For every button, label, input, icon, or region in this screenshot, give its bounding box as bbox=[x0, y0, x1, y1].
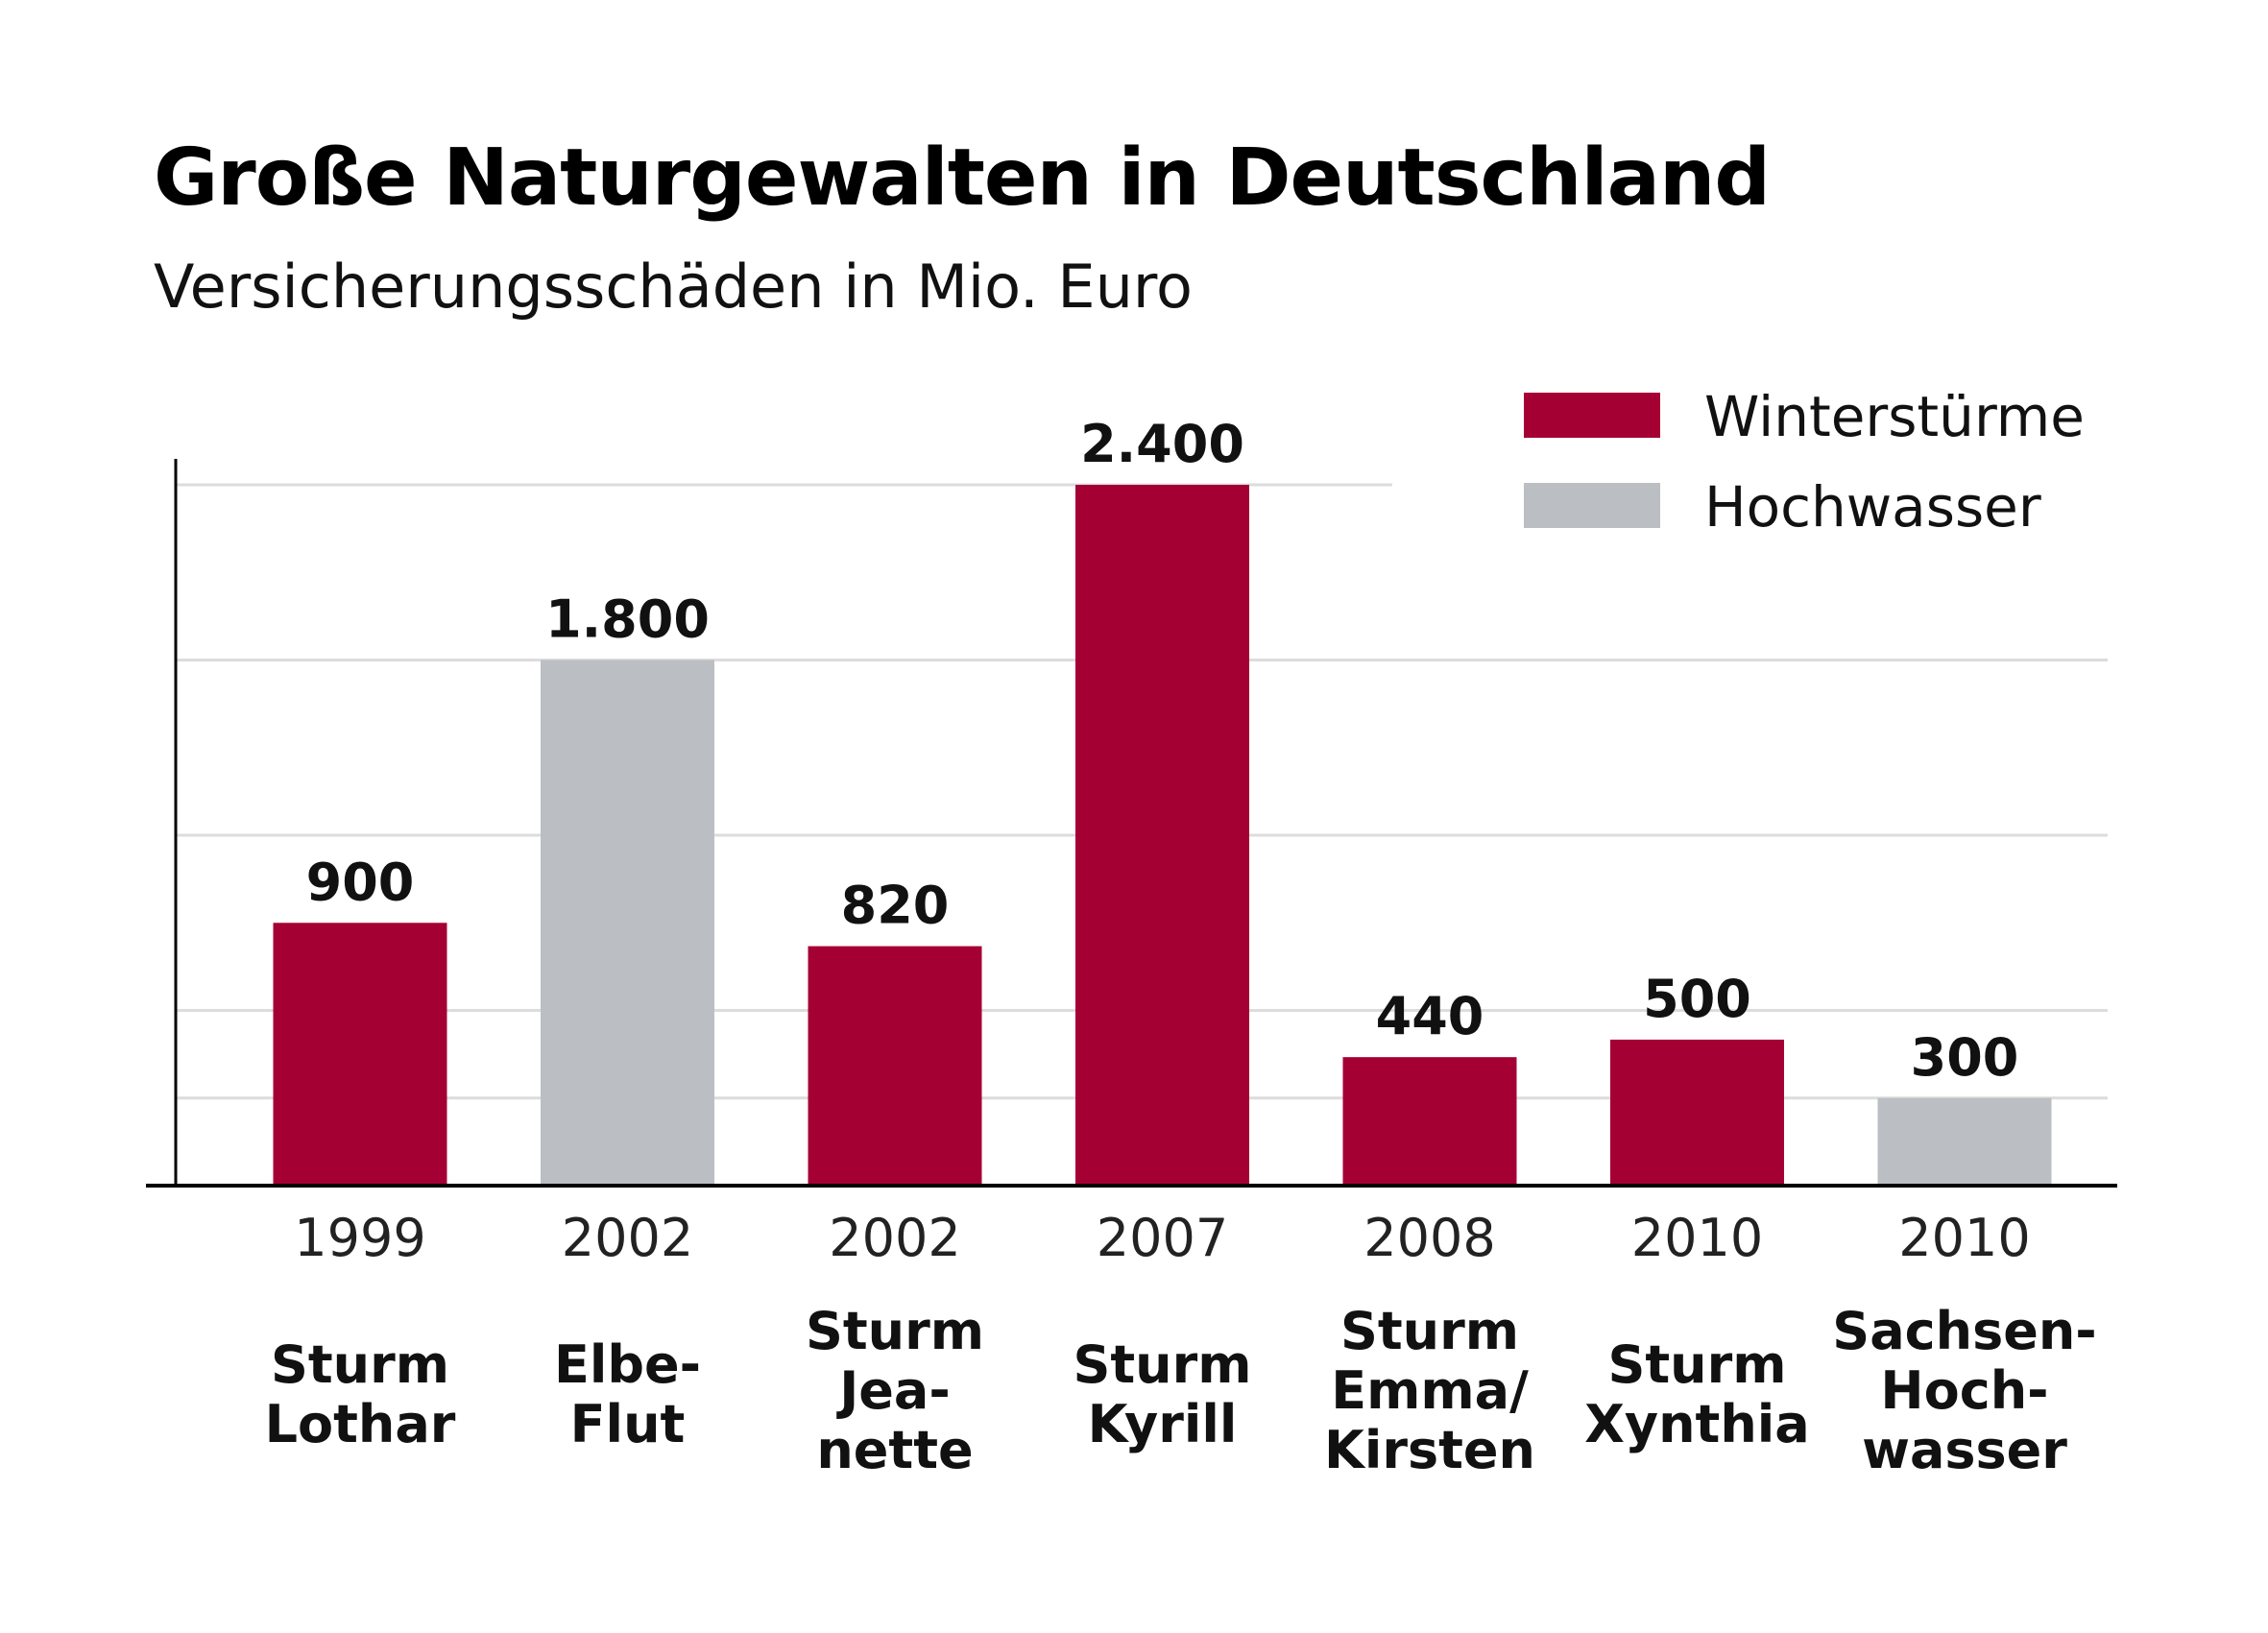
value-label: 2.400 bbox=[1080, 414, 1244, 474]
axes bbox=[146, 459, 2117, 1188]
year-label: 2007 bbox=[1097, 1208, 1228, 1268]
bar bbox=[808, 946, 982, 1186]
chart-subtitle: Versicherungsschäden in Mio. Euro bbox=[154, 252, 1193, 322]
bar bbox=[1877, 1097, 2052, 1186]
event-name-label: nette bbox=[816, 1420, 973, 1480]
year-label: 2010 bbox=[1898, 1208, 2030, 1268]
event-name-label: Sturm bbox=[1607, 1334, 1786, 1395]
year-label: 2002 bbox=[829, 1208, 960, 1268]
bars bbox=[273, 485, 2052, 1186]
value-label: 900 bbox=[306, 852, 415, 912]
value-label: 1.800 bbox=[545, 589, 710, 650]
event-name-label: Kirsten bbox=[1324, 1420, 1535, 1480]
event-name-label: Sturm bbox=[1340, 1301, 1519, 1361]
value-label: 500 bbox=[1643, 969, 1751, 1029]
legend: Winterstürme Hochwasser bbox=[1524, 384, 2085, 540]
bar bbox=[1610, 1039, 1784, 1186]
event-name-label: Sturm bbox=[806, 1301, 984, 1361]
event-name-label: wasser bbox=[1862, 1420, 2067, 1480]
event-name-label: Emma/ bbox=[1331, 1360, 1529, 1421]
legend-label-hochwasser: Hochwasser bbox=[1704, 474, 2041, 540]
event-name-label: Flut bbox=[570, 1394, 686, 1454]
event-name-label: Hoch- bbox=[1880, 1360, 2048, 1421]
legend-swatch-hochwasser bbox=[1524, 483, 1660, 528]
event-name-label: Sachsen- bbox=[1832, 1301, 2096, 1361]
event-name-label: Kyrill bbox=[1088, 1394, 1238, 1454]
legend-label-winterstuerme: Winterstürme bbox=[1704, 384, 2085, 449]
event-name-label: Lothar bbox=[265, 1394, 456, 1454]
value-label: 300 bbox=[1911, 1027, 2019, 1088]
bar bbox=[541, 660, 714, 1186]
value-labels: 900 1.800 820 2.400 440 500 300 bbox=[306, 414, 2019, 1088]
bar bbox=[1075, 485, 1249, 1186]
bar bbox=[1342, 1057, 1517, 1186]
value-label: 440 bbox=[1376, 986, 1484, 1046]
event-name-label: Elbe- bbox=[554, 1334, 701, 1395]
year-label: 2008 bbox=[1363, 1208, 1495, 1268]
year-label: 2002 bbox=[562, 1208, 693, 1268]
legend-swatch-winterstuerme bbox=[1524, 393, 1660, 438]
event-name-label: Sturm bbox=[271, 1334, 449, 1395]
event-name-label: Sturm bbox=[1073, 1334, 1251, 1395]
year-label: 2010 bbox=[1631, 1208, 1763, 1268]
event-name-label: Xynthia bbox=[1584, 1394, 1809, 1454]
x-axis-labels: 1999SturmLothar2002Elbe-Flut2002SturmJea… bbox=[265, 1208, 2097, 1480]
year-label: 1999 bbox=[294, 1208, 425, 1268]
bar bbox=[273, 923, 447, 1186]
event-name-label: Jea- bbox=[835, 1360, 951, 1421]
chart-title: Große Naturgewalten in Deutschland bbox=[154, 132, 1771, 224]
value-label: 820 bbox=[841, 876, 950, 936]
